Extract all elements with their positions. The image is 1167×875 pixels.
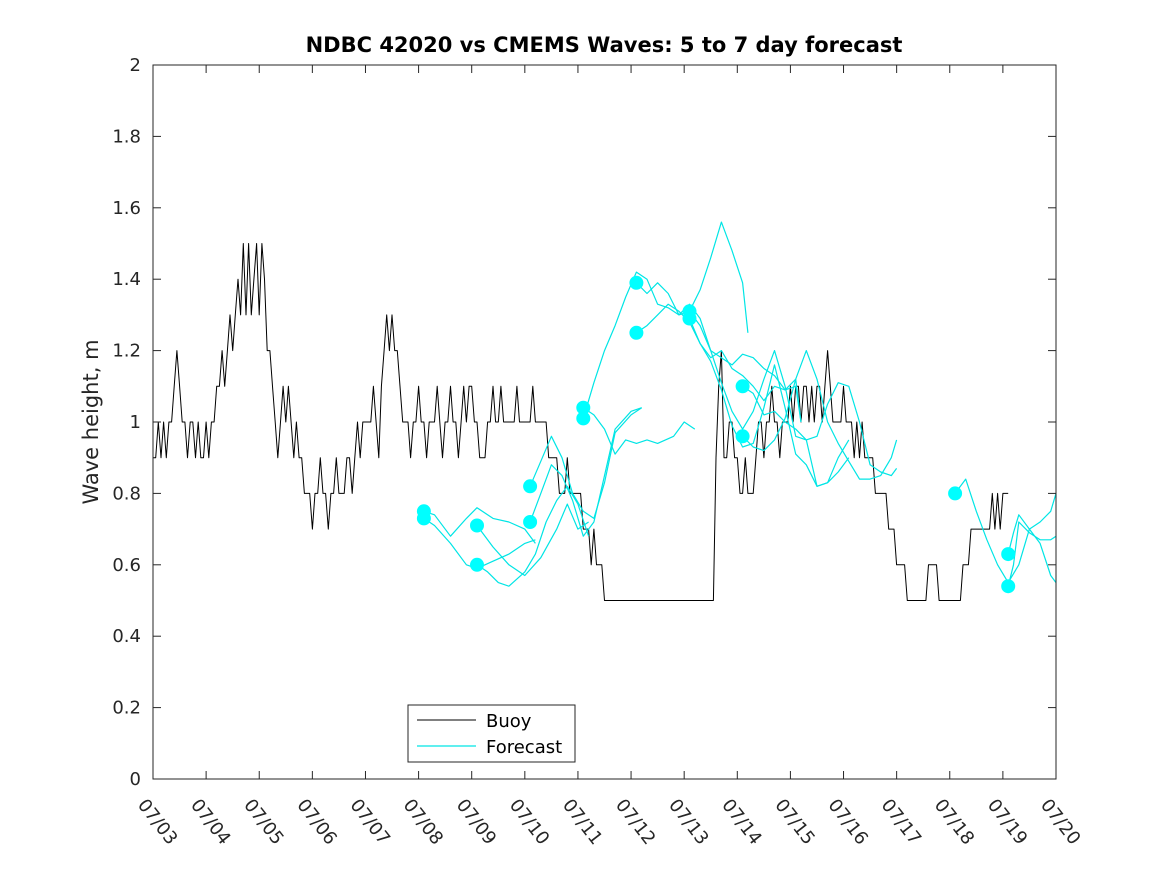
- forecast-marker-point: [629, 275, 644, 290]
- y-tick-label: 1.4: [112, 269, 141, 290]
- forecast-series-line-17: [1007, 521, 1057, 587]
- buoy-series-line: [153, 243, 1009, 601]
- forecast-marker-point: [1001, 579, 1016, 594]
- forecast-marker-point: [735, 379, 750, 394]
- forecast-marker-point: [416, 511, 431, 526]
- forecast-series-line-6: [529, 407, 642, 537]
- chart-title: NDBC 42020 vs CMEMS Waves: 5 to 7 day fo…: [306, 33, 903, 57]
- forecast-marker-point: [735, 429, 750, 444]
- legend: Buoy Forecast: [407, 704, 576, 763]
- y-tick-label: 0.4: [112, 626, 141, 647]
- forecast-marker-point: [629, 325, 644, 340]
- y-tick-label: 0.6: [112, 555, 141, 576]
- legend-forecast-label: Forecast: [486, 737, 562, 758]
- forecast-marker-point: [523, 515, 538, 529]
- forecast-marker-point: [523, 479, 538, 494]
- forecast-marker-point: [470, 557, 484, 572]
- legend-box: [407, 704, 576, 763]
- forecast-series-line-8: [582, 221, 749, 419]
- forecast-marker-point: [948, 486, 963, 501]
- y-tick-label: 1.6: [112, 198, 141, 219]
- forecast-series-line-4: [476, 485, 590, 587]
- forecast-series-line-3: [476, 503, 589, 577]
- y-tick-label: 0.2: [112, 698, 141, 719]
- y-tick-label: 1.8: [112, 126, 141, 147]
- y-axis-label: Wave height, m: [79, 339, 103, 504]
- y-tick-label: 1.2: [112, 341, 141, 362]
- forecast-series-line-10: [636, 303, 802, 423]
- y-tick-label: 0.8: [112, 483, 141, 504]
- forecast-marker-point: [682, 311, 697, 326]
- forecast-marker-point: [470, 518, 484, 533]
- forecast-series-line-13: [742, 382, 898, 477]
- forecast-series-line-1: [423, 507, 536, 544]
- plot-area: [153, 221, 1057, 601]
- y-tick-label: 1: [130, 412, 141, 433]
- y-tick-label: 0: [130, 769, 141, 790]
- y-tick-label: 2: [130, 55, 141, 76]
- forecast-marker-point: [576, 411, 591, 426]
- forecast-marker-point: [1001, 547, 1016, 562]
- legend-buoy-label: Buoy: [486, 711, 532, 732]
- forecast-series-line-14: [742, 350, 898, 480]
- forecast-series-line-7: [582, 407, 696, 455]
- forecast-series-line-5: [529, 407, 643, 520]
- forecast-series-line-16: [1007, 514, 1057, 583]
- forecast-series-line-12: [688, 318, 850, 487]
